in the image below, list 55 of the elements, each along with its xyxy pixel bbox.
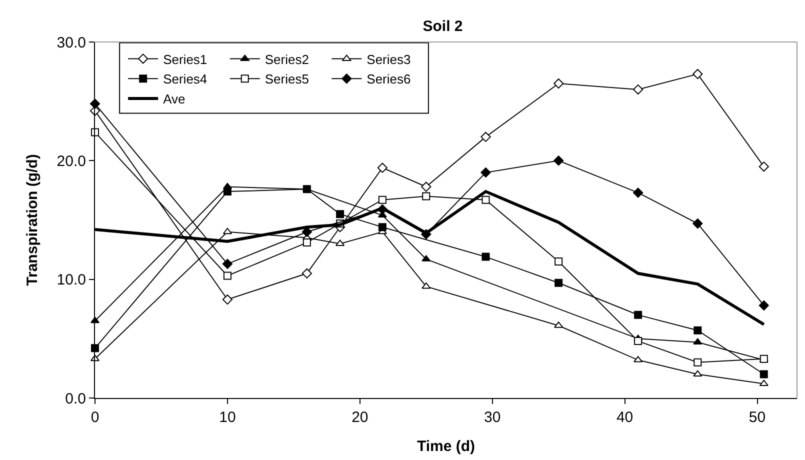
point xyxy=(223,272,232,280)
point xyxy=(694,358,702,366)
x-tick-label: 10 xyxy=(219,409,236,426)
point xyxy=(336,210,344,218)
point xyxy=(222,228,232,234)
point xyxy=(422,192,430,200)
legend-label: Series4 xyxy=(163,72,208,87)
point xyxy=(222,258,232,269)
y-tick-label: 0.0 xyxy=(65,390,86,408)
point xyxy=(480,167,491,178)
point xyxy=(482,252,490,261)
point xyxy=(692,218,703,229)
point xyxy=(554,278,563,287)
point xyxy=(554,78,564,89)
legend-label: Series5 xyxy=(264,72,309,87)
chart-title: Soil 2 xyxy=(422,18,463,36)
point xyxy=(378,196,386,204)
point xyxy=(554,156,564,166)
point xyxy=(554,258,563,266)
x-tick-label: 40 xyxy=(616,409,634,426)
y-tick-label: 20.0 xyxy=(56,152,86,170)
legend-label: Series3 xyxy=(366,52,411,67)
point xyxy=(422,282,431,289)
legend-label: Series2 xyxy=(264,52,309,67)
legend-label: Ave xyxy=(163,92,186,107)
point xyxy=(634,337,642,346)
point xyxy=(759,380,768,386)
point xyxy=(302,268,312,278)
point xyxy=(692,68,703,80)
x-tick-label: 30 xyxy=(484,409,501,426)
y-axis-title: Transpiration (g/d) xyxy=(24,154,42,286)
point xyxy=(758,162,769,172)
point xyxy=(302,238,311,247)
point xyxy=(222,294,232,305)
point xyxy=(758,300,769,310)
y-tick-label: 30.0 xyxy=(56,34,86,52)
x-tick-label: 0 xyxy=(90,409,100,426)
y-tick-label: 10.0 xyxy=(56,272,86,289)
point xyxy=(378,223,386,232)
point xyxy=(421,182,432,192)
point xyxy=(482,196,490,204)
legend-label: Series6 xyxy=(366,72,411,87)
point xyxy=(634,310,642,319)
x-axis-title: Time (d) xyxy=(416,438,476,455)
x-tick-label: 50 xyxy=(748,409,766,426)
point xyxy=(693,370,702,377)
x-tick-label: 20 xyxy=(352,409,368,426)
point xyxy=(633,84,644,95)
point xyxy=(760,370,768,378)
point xyxy=(694,326,702,334)
point xyxy=(223,188,232,196)
point xyxy=(377,162,388,173)
point xyxy=(480,132,491,142)
legend-label: Series1 xyxy=(163,52,208,67)
point xyxy=(633,188,644,198)
